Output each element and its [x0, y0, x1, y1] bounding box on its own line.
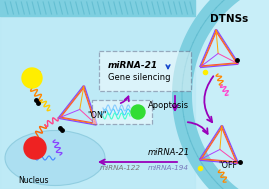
Text: Apoptosis: Apoptosis — [148, 101, 189, 110]
Text: Nucleus: Nucleus — [18, 176, 48, 185]
Text: miRNA-194: miRNA-194 — [148, 165, 189, 171]
Text: "ON": "ON" — [87, 111, 107, 120]
Circle shape — [24, 137, 46, 159]
FancyBboxPatch shape — [92, 100, 152, 124]
Circle shape — [131, 105, 145, 119]
Text: miRNA-122: miRNA-122 — [100, 165, 141, 171]
Circle shape — [22, 68, 42, 88]
Text: miRNA-21: miRNA-21 — [108, 61, 158, 70]
FancyBboxPatch shape — [99, 51, 191, 91]
Text: DTNSs: DTNSs — [210, 14, 248, 24]
Text: "OFF": "OFF" — [218, 161, 241, 170]
Ellipse shape — [5, 130, 105, 185]
Polygon shape — [172, 0, 269, 189]
Text: Gene silencing: Gene silencing — [108, 73, 171, 82]
Text: miRNA-21: miRNA-21 — [148, 148, 190, 157]
